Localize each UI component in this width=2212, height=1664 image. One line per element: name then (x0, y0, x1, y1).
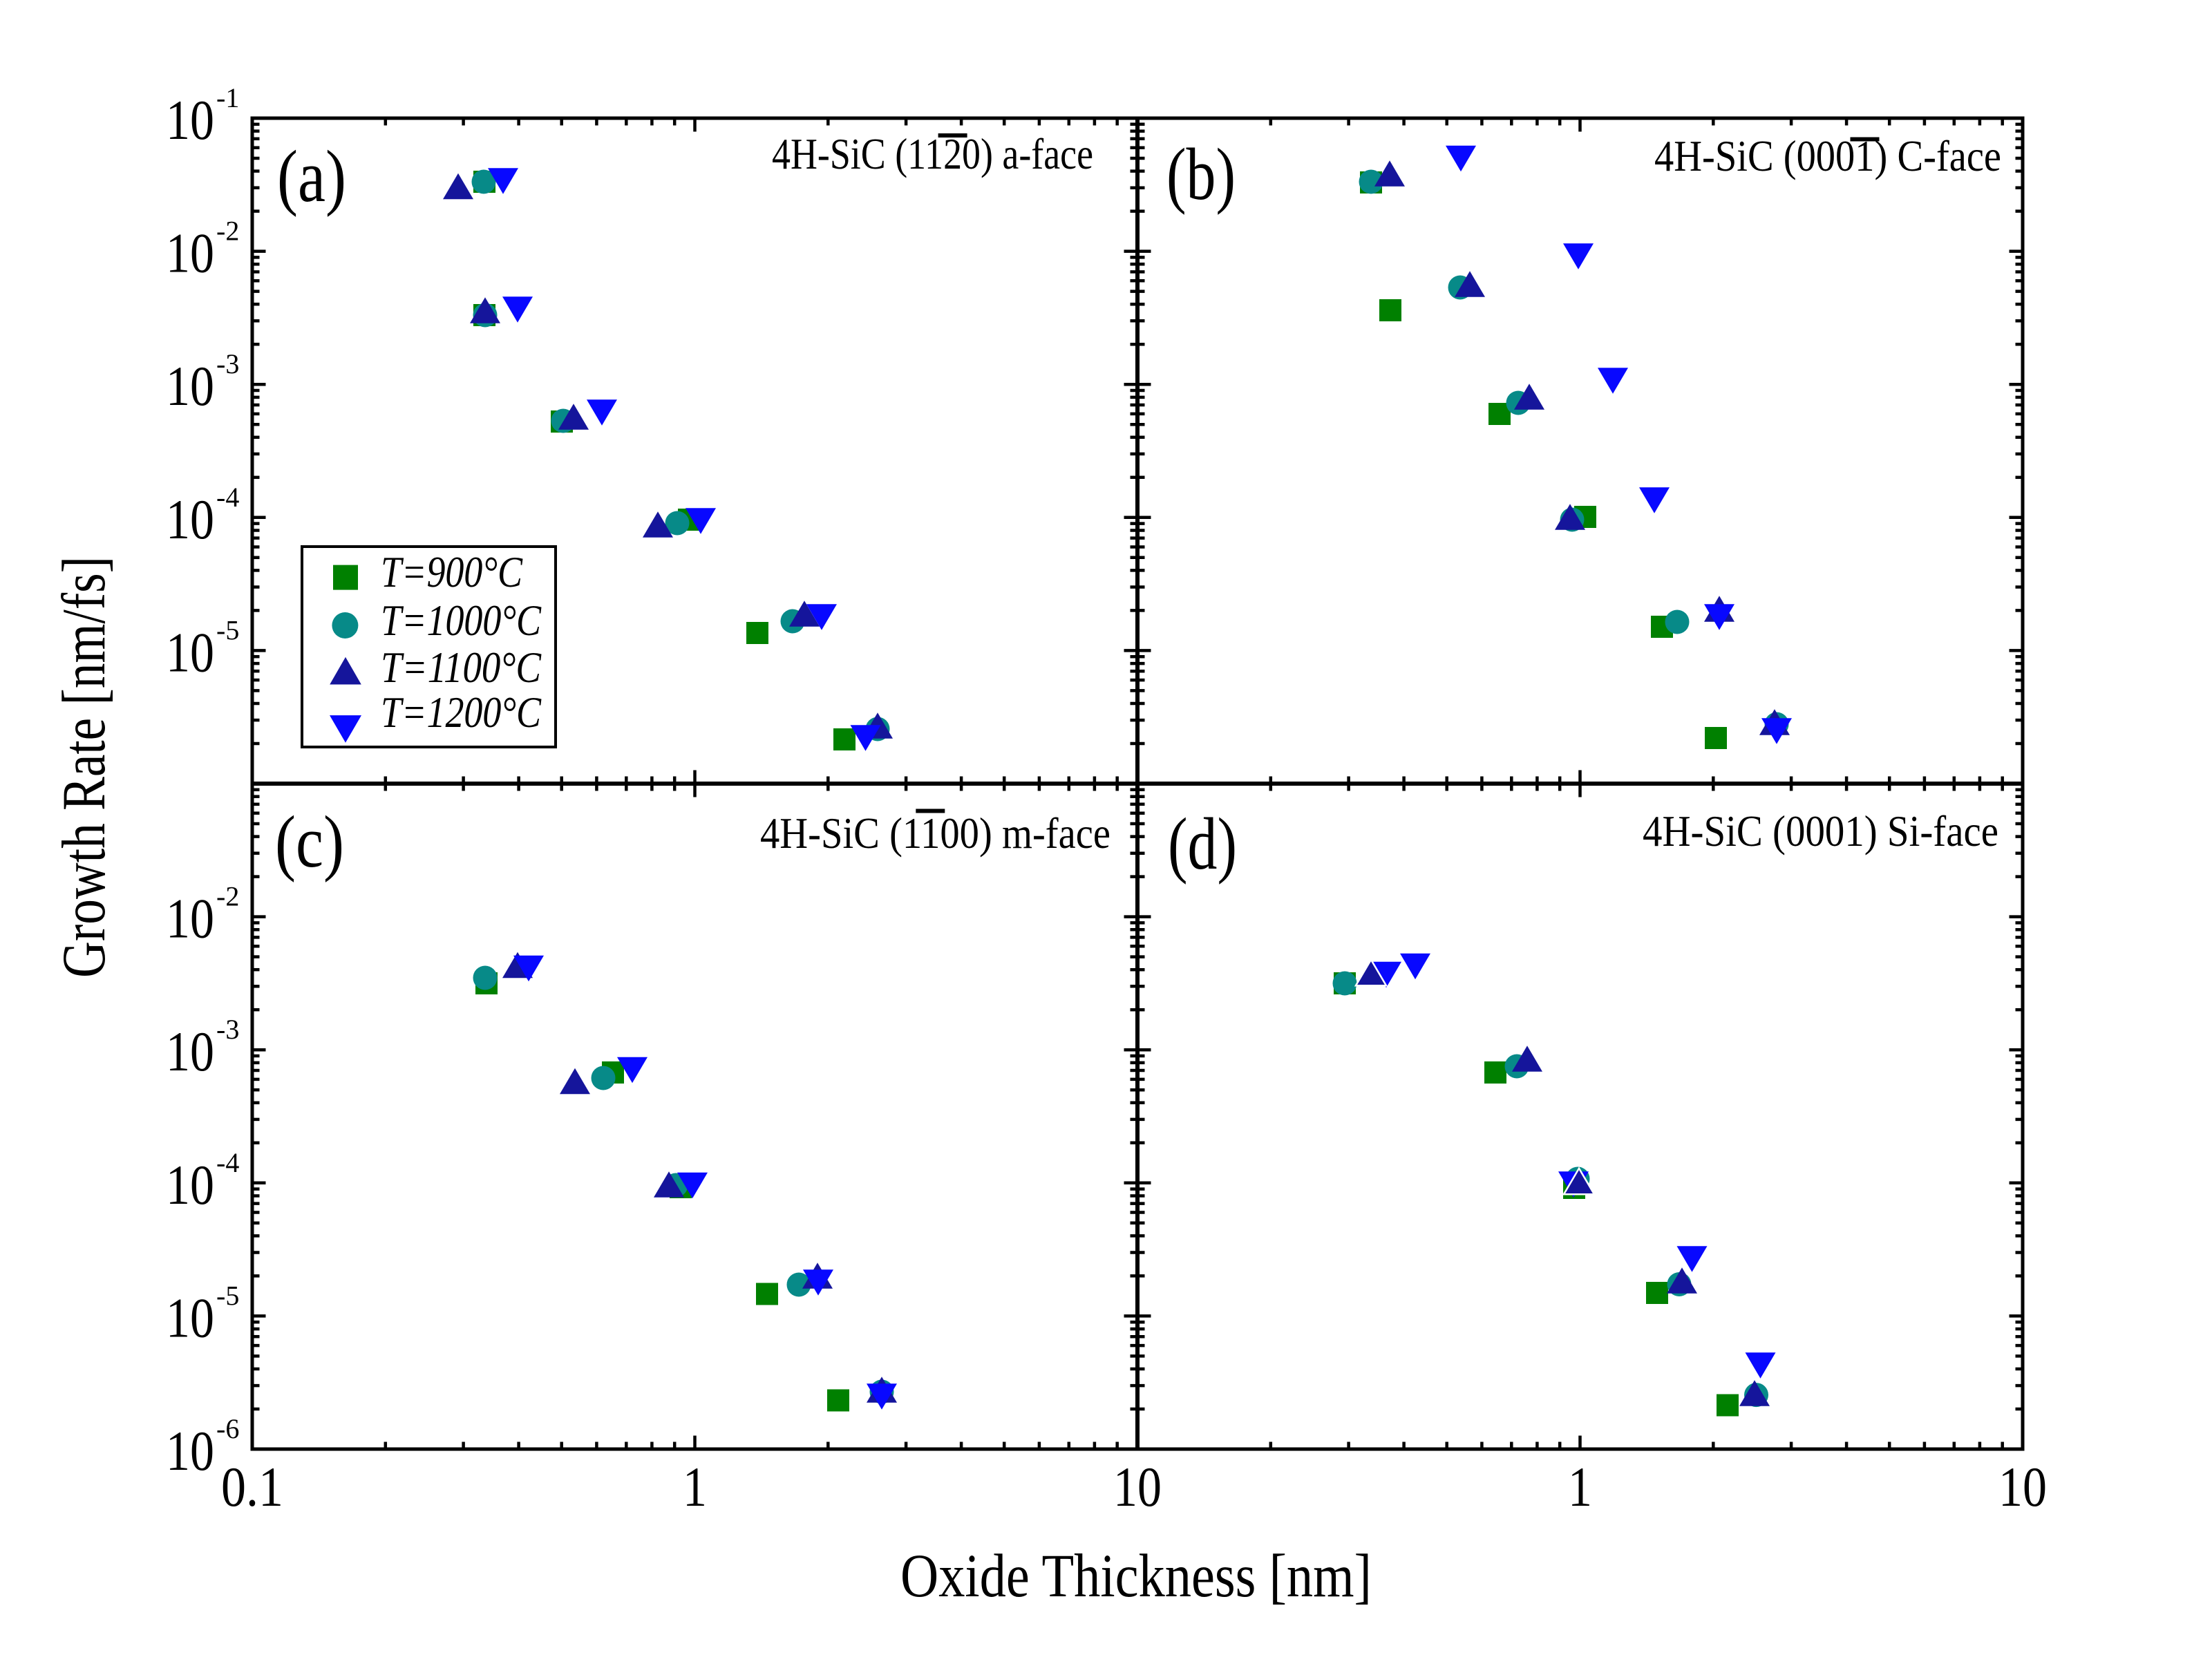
svg-text:1: 1 (683, 1455, 707, 1518)
svg-text:(b): (b) (1166, 134, 1236, 216)
svg-text:10: 10 (1998, 1455, 2047, 1518)
svg-text:4H-SiC (1120) a-face: 4H-SiC (1120) a-face (772, 130, 1093, 178)
svg-text:10: 10 (166, 621, 214, 683)
svg-text:10: 10 (166, 1286, 214, 1349)
svg-text:(c): (c) (275, 802, 344, 883)
svg-text:T=900°C: T=900°C (381, 548, 523, 596)
svg-text:10: 10 (166, 1020, 214, 1083)
svg-text:10: 10 (1113, 1455, 1162, 1518)
svg-text:10: 10 (166, 222, 214, 285)
svg-text:10: 10 (166, 1419, 214, 1482)
svg-text:(a): (a) (277, 136, 346, 218)
svg-text:(d): (d) (1168, 804, 1237, 885)
svg-text:Growth Rate [nm/fs]: Growth Rate [nm/fs] (50, 556, 118, 978)
svg-text:-4: -4 (216, 1147, 239, 1178)
svg-text:T=1000°C: T=1000°C (381, 596, 542, 645)
svg-text:10: 10 (166, 1153, 214, 1216)
svg-text:-2: -2 (216, 881, 239, 912)
svg-text:-2: -2 (216, 216, 239, 247)
svg-text:1: 1 (1568, 1455, 1592, 1518)
svg-text:-5: -5 (216, 1280, 239, 1311)
svg-text:-3: -3 (216, 1014, 239, 1045)
svg-text:-3: -3 (216, 348, 239, 379)
svg-text:4H-SiC (1100) m-face: 4H-SiC (1100) m-face (760, 809, 1110, 858)
svg-text:4H-SiC (0001) C-face: 4H-SiC (0001) C-face (1654, 132, 2001, 180)
svg-text:4H-SiC (0001) Si-face: 4H-SiC (0001) Si-face (1643, 807, 1998, 855)
svg-text:-5: -5 (216, 614, 239, 645)
svg-text:-1: -1 (216, 82, 239, 113)
svg-text:Oxide Thickness [nm]: Oxide Thickness [nm] (900, 1542, 1372, 1610)
svg-text:10: 10 (166, 354, 214, 417)
svg-text:-4: -4 (216, 482, 239, 513)
svg-text:T=1200°C: T=1200°C (381, 688, 542, 737)
svg-text:10: 10 (166, 488, 214, 551)
svg-text:T=1100°C: T=1100°C (381, 643, 542, 692)
svg-text:10: 10 (166, 88, 214, 151)
svg-text:-6: -6 (216, 1413, 239, 1444)
svg-text:10: 10 (166, 887, 214, 950)
svg-text:0.1: 0.1 (221, 1455, 283, 1518)
